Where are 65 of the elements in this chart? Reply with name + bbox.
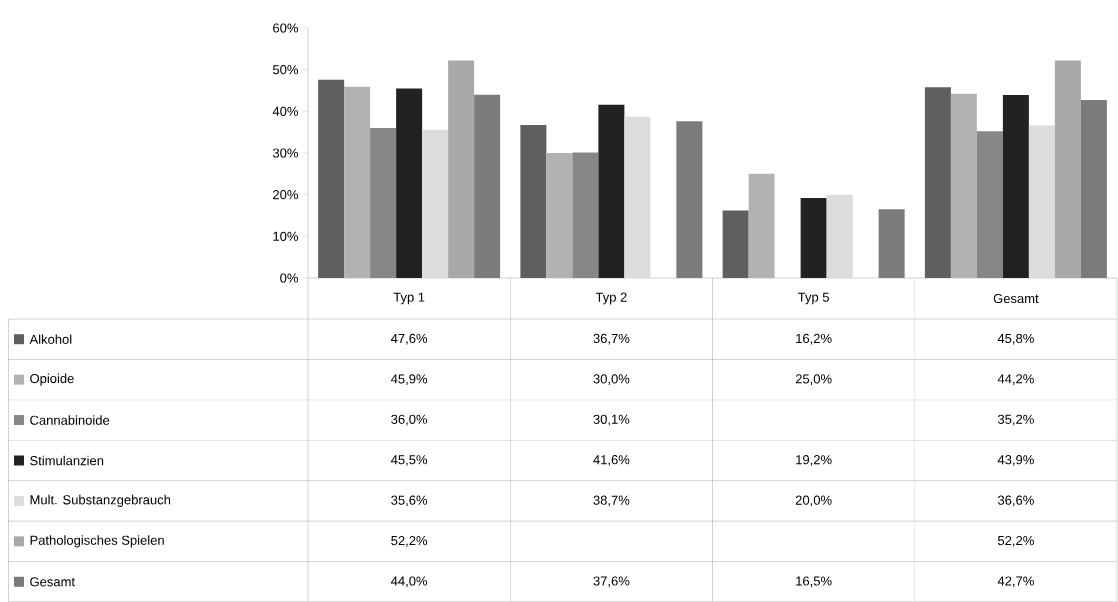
bar <box>624 116 651 278</box>
data-label: 35,6% <box>391 495 428 507</box>
data-label: 44,0% <box>391 576 428 588</box>
data-label: 52,2% <box>997 535 1034 547</box>
data-label: 41,6% <box>593 455 630 466</box>
bar <box>520 125 547 278</box>
data-label: 36,0% <box>391 414 428 426</box>
bar <box>1002 95 1029 278</box>
y-tick-label: 30% <box>272 148 299 158</box>
data-label: 43,9% <box>997 455 1034 466</box>
bar <box>748 173 775 278</box>
y-tick-label: 50% <box>272 65 299 75</box>
bar <box>1028 125 1055 278</box>
data-label: 47,6% <box>391 333 428 345</box>
bar <box>924 87 951 278</box>
data-label: 16,2% <box>796 333 832 345</box>
data-label: 38,7% <box>593 495 630 507</box>
legend-label: Stimulanzien <box>30 455 104 466</box>
data-label: 16,5% <box>796 576 832 588</box>
legend-label: Gesamt <box>30 577 75 587</box>
bar <box>676 121 703 278</box>
y-tick-label: 10% <box>273 231 299 241</box>
data-label: 20,0% <box>795 495 832 507</box>
bar <box>474 94 501 278</box>
legend-label: Mult. Substanzgebrauch <box>30 494 171 507</box>
y-tick-label: 40% <box>272 106 299 116</box>
bar <box>722 210 749 278</box>
bar <box>422 129 449 278</box>
data-label: 45,8% <box>997 333 1034 345</box>
bar <box>826 194 853 278</box>
bar <box>950 93 977 278</box>
legend-label: Opioide <box>30 373 74 386</box>
y-tick-label: 60% <box>273 23 299 33</box>
data-label: 42,7% <box>997 576 1034 588</box>
data-label: 45,5% <box>391 455 428 466</box>
data-label: 52,2% <box>391 535 428 547</box>
data-label: 35,2% <box>997 414 1034 426</box>
bar <box>598 104 625 278</box>
data-label: 36,7% <box>593 333 630 345</box>
legend-label: Pathologisches Spielen <box>30 535 164 548</box>
data-label: 30,0% <box>593 374 630 386</box>
data-label: 25,0% <box>795 374 832 386</box>
x-tick-label: Gesamt <box>993 293 1039 304</box>
bar <box>546 153 573 278</box>
data-label: 19,2% <box>796 455 832 466</box>
x-tick-label: Typ 5 <box>798 292 829 305</box>
y-tick-label: 20% <box>273 190 299 200</box>
bar <box>344 86 371 278</box>
bar <box>1080 100 1107 278</box>
bar <box>800 197 827 278</box>
bar <box>396 88 423 278</box>
data-label: 37,6% <box>593 576 630 588</box>
y-tick-label: 0% <box>280 273 299 283</box>
data-label: 30,1% <box>593 414 630 426</box>
data-label: 44,2% <box>997 374 1034 386</box>
bar <box>448 60 475 278</box>
legend-label: Alkohol <box>29 334 72 344</box>
x-tick-label: Typ 1 <box>393 292 425 305</box>
bar <box>878 209 905 278</box>
data-label: 45,9% <box>391 374 428 386</box>
bar <box>1054 60 1081 278</box>
x-tick-label: Typ 2 <box>595 292 627 305</box>
bar <box>318 79 345 278</box>
data-label: 36,6% <box>997 495 1034 507</box>
legend-label: Cannabinoide <box>30 415 110 425</box>
